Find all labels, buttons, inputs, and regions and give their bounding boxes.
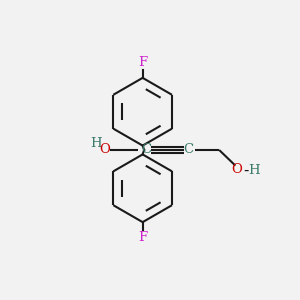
Text: H: H [90,137,102,150]
Text: -: - [244,163,249,178]
Text: H: H [249,164,260,177]
Text: F: F [138,56,147,69]
Text: F: F [138,231,147,244]
Text: O: O [99,143,110,157]
Text: O: O [231,163,242,176]
Text: C: C [183,143,193,157]
Text: C: C [141,143,152,157]
